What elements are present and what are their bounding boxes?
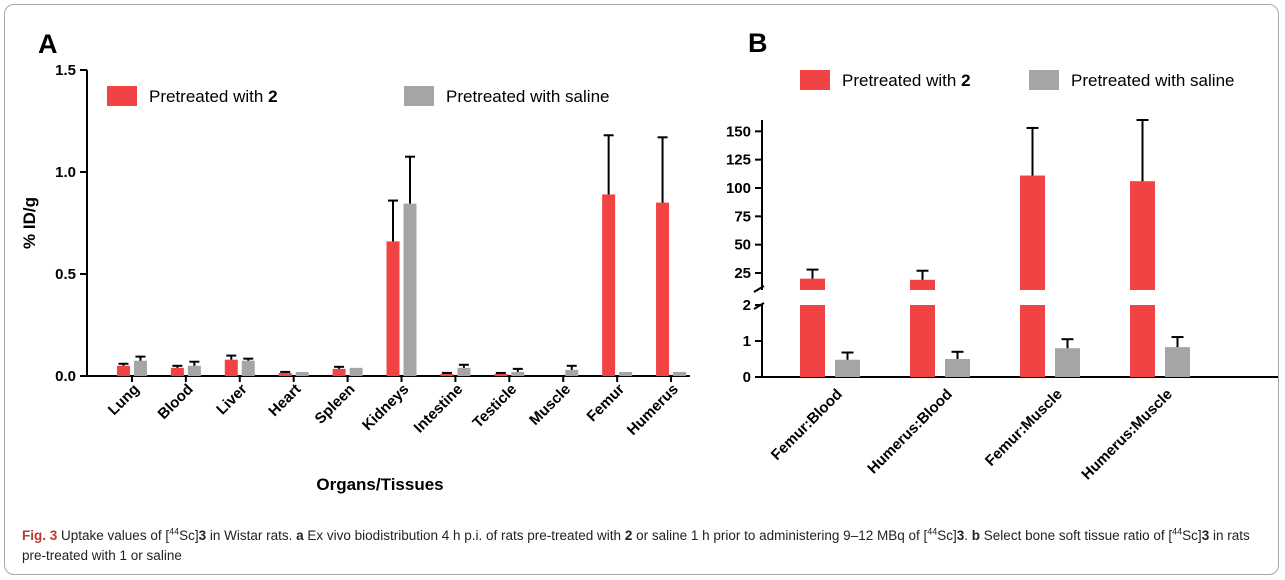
panel-a-bar-series-2 xyxy=(133,360,147,376)
panel-b-axis-break-mark xyxy=(753,285,765,293)
panel-a-legend-label-series-2: Pretreated with saline xyxy=(446,87,609,106)
panel-b-x-tick-label: Humerus:Muscle xyxy=(1078,386,1175,483)
panel-a-x-tick-label: Femur xyxy=(584,381,629,426)
panel-b-bar-series-1 xyxy=(1020,305,1045,377)
figure-caption: Fig. 3 Uptake values of [44Sc]3 in Wista… xyxy=(22,526,1250,563)
panel-a-x-tick-label: Humerus xyxy=(624,381,682,439)
panel-a-y-tick-label: 0.5 xyxy=(55,266,76,283)
panel-b-legend-swatch-series-2 xyxy=(1029,70,1059,90)
panel-b-bar-series-2 xyxy=(835,359,860,377)
panel-a-bar-series-2 xyxy=(673,371,687,376)
panel-a-bar-series-2 xyxy=(511,371,525,376)
panel-b-legend-label-series-2: Pretreated with saline xyxy=(1071,71,1234,90)
panel-b-y-tick-label: 50 xyxy=(734,237,751,254)
panel-a-x-tick-label: Spleen xyxy=(312,381,359,428)
panel-a-bar-series-1 xyxy=(656,202,670,376)
panel-a-bar-series-2 xyxy=(349,367,363,376)
panel-b-bar-series-1 xyxy=(800,305,825,377)
panel-b-y-tick-label: 0 xyxy=(743,369,751,386)
panel-b-y-tick-label: 1 xyxy=(743,333,751,350)
panel-a-x-tick-label: Lung xyxy=(105,381,143,419)
panel-b-x-tick-label: Humerus:Blood xyxy=(864,386,956,478)
panel-a-letter: A xyxy=(38,29,58,59)
panel-a-bar-series-1 xyxy=(494,373,508,376)
panel-a-legend-swatch-series-2 xyxy=(404,86,434,106)
panel-a-x-tick-label: Liver xyxy=(213,381,250,418)
chart-marks: 0.0 0.5 1.0 1.5 Lung Blood Liver Heart Spleen Kid… xyxy=(55,62,1278,483)
panel-b-bar-series-2 xyxy=(1055,348,1080,377)
panel-a-bar-series-1 xyxy=(116,365,130,376)
panel-a-bar-series-1 xyxy=(440,373,454,376)
panel-b-bar-series-1 xyxy=(1130,181,1155,290)
panel-b-bar-series-1 xyxy=(910,279,935,290)
panel-a-bar-series-2 xyxy=(619,371,633,376)
panel-a-bar-series-2 xyxy=(403,203,417,376)
panel-a-x-tick-label: Intestine xyxy=(411,381,467,437)
panel-b-y-tick-label: 125 xyxy=(726,152,751,169)
panel-a-bar-series-2 xyxy=(241,360,255,376)
panel-a-x-tick-label: Muscle xyxy=(526,381,574,429)
panel-b-x-tick-label: Femur:Muscle xyxy=(982,386,1066,470)
panel-a-bar-series-1 xyxy=(170,367,184,376)
panel-a-y-axis-title: % ID/g xyxy=(20,197,39,249)
panel-a-y-tick-label: 1.0 xyxy=(55,164,76,181)
panel-b-y-tick-label: 150 xyxy=(726,123,751,140)
panel-a-y-tick-label: 0.0 xyxy=(55,368,76,385)
panel-a-bar-series-1 xyxy=(602,194,616,376)
panel-b-y-tick-label: 100 xyxy=(726,180,751,197)
panel-a-x-tick-label: Blood xyxy=(155,381,197,423)
panel-a-bar-series-2 xyxy=(187,365,201,376)
panel-a-bar-series-1 xyxy=(278,372,292,376)
panel-a-x-tick-label: Kidneys xyxy=(359,381,412,434)
figure-frame xyxy=(4,4,1279,575)
caption-fig-label: Fig. 3 xyxy=(22,528,58,543)
panel-a-x-tick-label: Heart xyxy=(265,381,304,420)
panel-b-bar-series-2 xyxy=(1165,347,1190,377)
panel-a-bar-series-2 xyxy=(565,369,579,376)
panel-a-bar-series-1 xyxy=(332,368,346,376)
panel-a-legend-swatch-series-1 xyxy=(107,86,137,106)
panel-a-bar-series-2 xyxy=(295,371,309,376)
panel-a-bar-series-1 xyxy=(224,359,238,376)
panel-b-legend-swatch-series-1 xyxy=(800,70,830,90)
panel-b-y-tick-label: 25 xyxy=(734,265,751,282)
panel-a-bar-series-1 xyxy=(386,241,400,376)
panel-a-legend-label-series-1: Pretreated with 2 xyxy=(149,87,278,106)
panel-b-bar-series-1 xyxy=(1020,175,1045,290)
panel-b-legend-label-series-1: Pretreated with 2 xyxy=(842,71,971,90)
panel-b-y-tick-label: 2 xyxy=(743,297,751,314)
panel-b-letter: B xyxy=(748,28,768,58)
panel-b-bar-series-2 xyxy=(945,359,970,377)
panel-a-x-tick-label: Testicle xyxy=(469,381,520,432)
panel-b-y-tick-label: 75 xyxy=(734,208,751,225)
panel-a-y-tick-label: 1.5 xyxy=(55,62,76,79)
panel-a-x-axis-title: Organs/Tissues xyxy=(316,475,443,494)
panel-b-bar-series-1 xyxy=(1130,305,1155,377)
panel-b-x-tick-label: Femur:Blood xyxy=(768,386,846,464)
panel-b-bar-series-1 xyxy=(800,278,825,290)
panel-b-bar-series-1 xyxy=(910,305,935,377)
panel-a-bar-series-2 xyxy=(457,367,471,376)
